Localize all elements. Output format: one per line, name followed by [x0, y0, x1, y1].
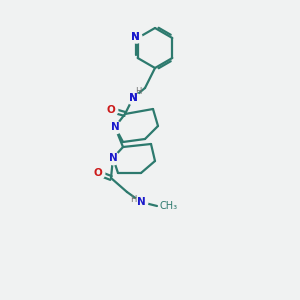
Text: O: O — [94, 168, 102, 178]
Text: N: N — [129, 93, 137, 103]
Text: N: N — [111, 122, 119, 132]
Text: N: N — [131, 32, 140, 42]
Text: O: O — [106, 105, 116, 115]
Text: H: H — [135, 88, 141, 97]
Text: CH₃: CH₃ — [159, 201, 177, 211]
Text: N: N — [129, 93, 137, 103]
Text: N: N — [109, 153, 117, 163]
Text: N: N — [131, 32, 140, 42]
Text: N: N — [136, 197, 146, 207]
Text: H: H — [130, 194, 136, 203]
